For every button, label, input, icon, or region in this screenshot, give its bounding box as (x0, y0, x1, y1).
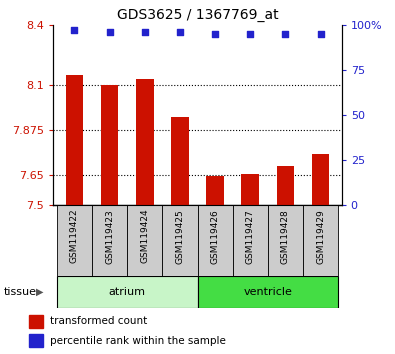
Text: ventricle: ventricle (243, 287, 292, 297)
Point (141, 29, 148, 35)
Bar (29, 335, 43, 347)
Bar (127, 205, 162, 276)
Text: tissue: tissue (4, 287, 37, 297)
Text: GSM119424: GSM119424 (140, 209, 149, 263)
Bar (57, 276, 198, 308)
Bar (233, 205, 268, 276)
Title: GDS3625 / 1367769_at: GDS3625 / 1367769_at (117, 8, 278, 22)
Bar (206, 176, 224, 205)
Bar (66, 75, 83, 205)
Bar (198, 276, 338, 308)
Bar (276, 166, 294, 205)
Bar (303, 205, 338, 276)
Bar (268, 205, 303, 276)
Bar (241, 174, 259, 205)
Point (212, 31, 218, 37)
Point (106, 29, 113, 35)
Text: atrium: atrium (109, 287, 146, 297)
Point (177, 29, 183, 35)
Bar (312, 154, 329, 205)
Text: percentile rank within the sample: percentile rank within the sample (50, 336, 226, 346)
Text: GSM119429: GSM119429 (316, 209, 325, 264)
Bar (29, 315, 43, 327)
Point (318, 31, 324, 37)
Bar (101, 85, 118, 205)
Text: GSM119425: GSM119425 (175, 209, 184, 264)
Bar (92, 205, 127, 276)
Text: GSM119428: GSM119428 (281, 209, 290, 264)
Point (247, 31, 254, 37)
Text: GSM119423: GSM119423 (105, 209, 114, 264)
Bar (57, 205, 92, 276)
Bar (198, 205, 233, 276)
Text: ▶: ▶ (36, 287, 44, 297)
Text: GSM119426: GSM119426 (211, 209, 220, 264)
Text: GSM119427: GSM119427 (246, 209, 255, 264)
Bar (162, 205, 198, 276)
Bar (136, 79, 154, 205)
Bar (171, 117, 189, 205)
Text: transformed count: transformed count (50, 316, 147, 326)
Point (282, 31, 289, 37)
Point (71, 27, 77, 33)
Text: GSM119422: GSM119422 (70, 209, 79, 263)
